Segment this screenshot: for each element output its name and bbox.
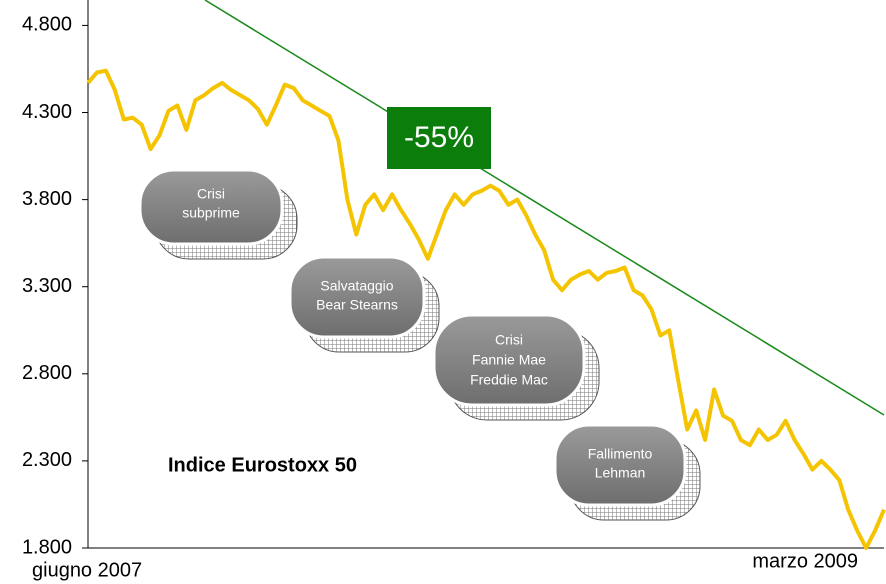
bubble-text: Salvataggio (320, 278, 393, 294)
trend-line (204, 0, 885, 416)
series-label: Indice Eurostoxx 50 (168, 454, 357, 476)
bubble: Crisi subprime (138, 168, 298, 260)
bubble-text: Fannie Mae (472, 352, 546, 368)
y-tick-label: 2.300 (22, 449, 72, 471)
annotation-box (387, 107, 491, 169)
y-tick-label: 3.300 (22, 275, 72, 297)
x-tick-label: giugno 2007 (32, 559, 142, 581)
bubble-text: subprime (182, 205, 240, 221)
x-tick-label: marzo 2009 (752, 550, 858, 572)
y-tick-label: 4.800 (22, 14, 72, 36)
y-tick-label: 4.300 (22, 101, 72, 123)
y-tick-label: 1.800 (22, 536, 72, 558)
bubble-text: Bear Stearns (316, 297, 398, 313)
bubble: Crisi Fannie Mae Freddie Mac (432, 313, 600, 421)
bubble: Fallimento Lehman (553, 423, 701, 521)
bubble-text: Freddie Mac (470, 372, 548, 388)
bubble-text: Fallimento (588, 446, 653, 462)
bubble-text: Crisi (197, 186, 225, 202)
y-tick-label: 2.800 (22, 362, 72, 384)
bubble-text: Lehman (595, 465, 646, 481)
bubble-text: Crisi (495, 332, 523, 348)
bubble: Salvataggio Bear Stearns (288, 255, 440, 353)
annotation: -55% (404, 121, 474, 154)
y-tick-label: 3.800 (22, 188, 72, 210)
series-line (86, 68, 886, 550)
